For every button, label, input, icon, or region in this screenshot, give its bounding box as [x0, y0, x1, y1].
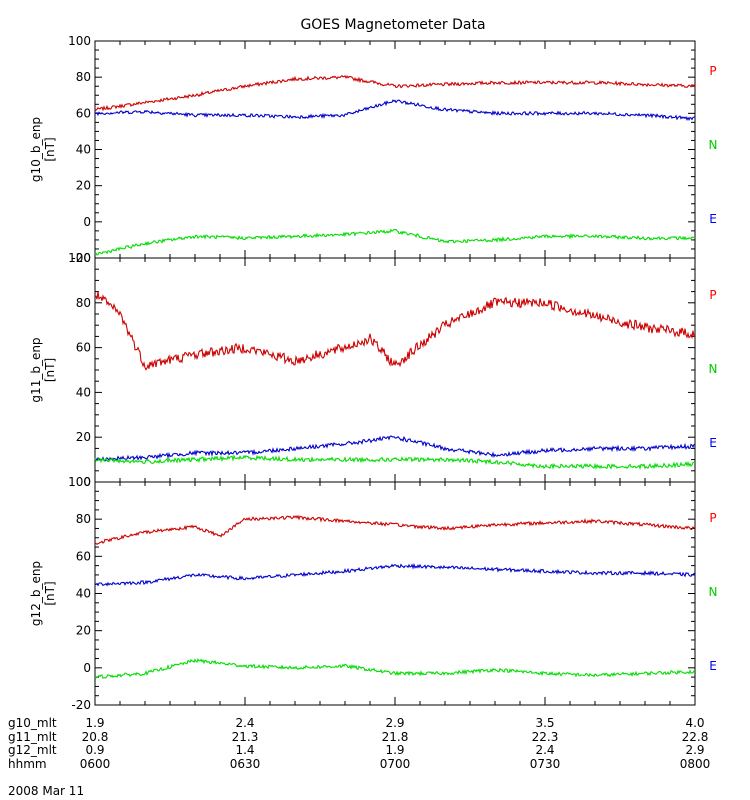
legend-group: P N E P N E P N E [709, 64, 718, 673]
mlt-row-label: g12_mlt [8, 743, 57, 757]
mlt-value: 1.4 [235, 743, 254, 757]
legend-label-e: E [709, 659, 717, 673]
mlt-value: 20.8 [82, 730, 109, 744]
y-tick-label: 20 [76, 624, 91, 638]
y-axis-unit: [nT] [43, 137, 57, 161]
mlt-table: g10_mlt 1.9 2.4 2.9 3.5 4.0 g11_mlt 20.8 21.3 21.… [8, 716, 710, 771]
panel-3: -20 0 20 40 60 80 100 g12_b_enp [nT] [29, 475, 696, 712]
series-line-n [94, 454, 696, 470]
mlt-value: 2.9 [685, 743, 704, 757]
chart-title: GOES Magnetometer Data [300, 17, 485, 33]
mlt-value: 0800 [680, 757, 711, 771]
mlt-value: 22.3 [532, 730, 559, 744]
series-line-e [94, 562, 696, 587]
series-line-n [94, 228, 696, 256]
panel-2: 0 20 40 60 80 100 g11_b_enp [nT] [29, 251, 696, 489]
mlt-value: 4.0 [685, 716, 704, 730]
mlt-value: 1.9 [385, 743, 404, 757]
y-tick-label: 80 [76, 296, 91, 310]
y-tick-label: 40 [76, 587, 91, 601]
y-tick-label: 80 [76, 70, 91, 84]
series-line-p [95, 291, 696, 371]
y-axis-unit: [nT] [43, 358, 57, 382]
mlt-value: 22.8 [682, 730, 709, 744]
mlt-value: 2.9 [385, 716, 404, 730]
y-tick-label: 20 [76, 430, 91, 444]
legend-label-n: N [709, 138, 718, 152]
mlt-value: 0700 [380, 757, 411, 771]
mlt-value: 3.5 [535, 716, 554, 730]
y-tick-label: 0 [83, 475, 91, 489]
mlt-row-label: g10_mlt [8, 716, 57, 730]
y-tick-label: 100 [68, 475, 91, 489]
legend-label-p: P [709, 511, 716, 525]
y-tick-label: 80 [76, 512, 91, 526]
y-tick-label: -20 [71, 698, 91, 712]
y-axis-label: g12_b_enp [29, 561, 43, 626]
mlt-row-label: hhmm [8, 757, 47, 771]
mlt-value: 0600 [80, 757, 111, 771]
legend-label-e: E [709, 436, 717, 450]
y-tick-label: 60 [76, 341, 91, 355]
y-tick-label: 60 [76, 106, 91, 120]
legend-label-p: P [709, 288, 716, 302]
y-tick-label: 100 [68, 34, 91, 48]
y-tick-label: 20 [76, 179, 91, 193]
y-tick-label: 0 [83, 661, 91, 675]
legend-label-n: N [709, 362, 718, 376]
mlt-value: 21.3 [232, 730, 259, 744]
mlt-value: 21.8 [382, 730, 409, 744]
mlt-row-label: g11_mlt [8, 730, 57, 744]
legend-label-n: N [709, 585, 718, 599]
series-line-p [94, 514, 696, 545]
panel-1: -20 0 20 40 60 80 100 g10_b_enp [nT] [29, 34, 696, 265]
y-tick-label: -20 [71, 251, 91, 265]
series-line-e [94, 99, 695, 122]
mlt-value: 0730 [530, 757, 561, 771]
date-label: 2008 Mar 11 [8, 784, 84, 798]
legend-label-p: P [709, 64, 716, 78]
mlt-value: 1.9 [85, 716, 104, 730]
panel-frame [94, 40, 696, 259]
y-tick-label: 40 [76, 385, 91, 399]
y-axis-unit: [nT] [43, 581, 57, 605]
series-line-e [94, 435, 696, 462]
series-line-n [94, 657, 695, 679]
y-axis-label: g11_b_enp [29, 337, 43, 402]
mlt-value: 2.4 [535, 743, 554, 757]
panel-frame [94, 481, 696, 706]
y-tick-label: 40 [76, 143, 91, 157]
series-line-p [94, 74, 696, 112]
y-tick-label: 0 [83, 215, 91, 229]
y-tick-label: 100 [68, 251, 91, 265]
y-axis-label: g10_b_enp [29, 117, 43, 182]
y-tick-label: 60 [76, 549, 91, 563]
mlt-value: 0630 [230, 757, 261, 771]
mlt-value: 2.4 [235, 716, 254, 730]
mlt-value: 0.9 [85, 743, 104, 757]
legend-label-e: E [709, 212, 717, 226]
